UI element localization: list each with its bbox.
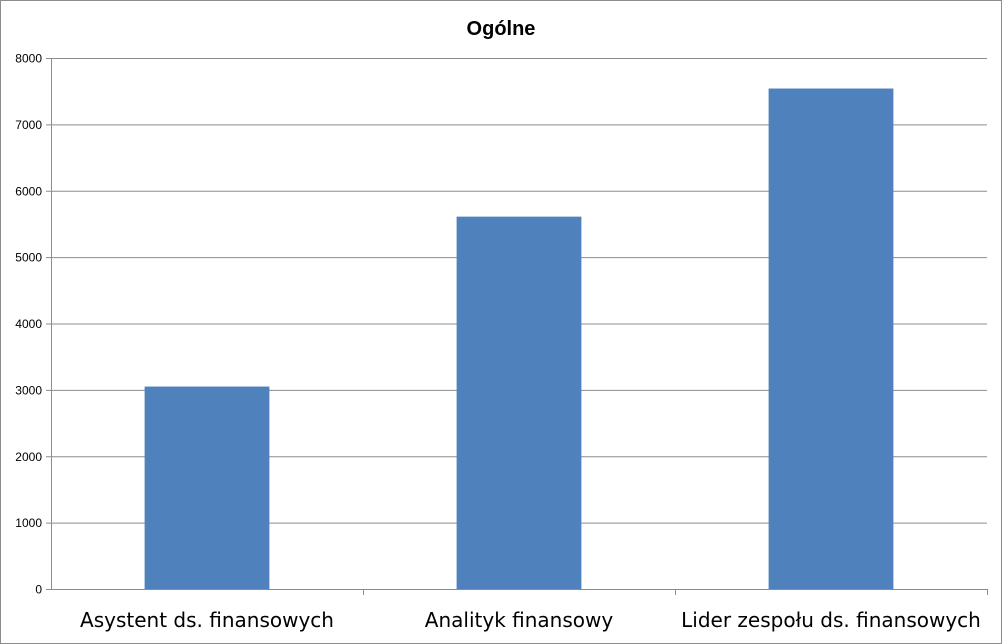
y-tick-label: 5000 — [15, 251, 42, 265]
bar — [768, 88, 894, 589]
y-tick-label: 6000 — [15, 184, 42, 198]
chart-title: Ogólne — [467, 18, 536, 40]
y-tick-label: 2000 — [15, 450, 42, 464]
x-tick-label: Analityk finansowy — [425, 608, 614, 632]
bar — [144, 386, 270, 589]
x-tick-label: Lider zespołu ds. finansowych — [681, 608, 981, 632]
x-tick-labels: Asystent ds. finansowych Analityk finanso… — [80, 608, 981, 632]
y-tick-labels: 0 1000 2000 3000 4000 5000 6000 7000 8000 — [15, 52, 42, 597]
y-tick-label: 1000 — [15, 516, 42, 530]
axes — [46, 58, 988, 595]
y-tick-label: 0 — [35, 583, 42, 597]
y-tick-label: 8000 — [15, 52, 42, 66]
bars — [144, 88, 894, 590]
bar — [456, 216, 582, 590]
y-tick-label: 7000 — [15, 118, 42, 132]
x-tick-label: Asystent ds. finansowych — [80, 608, 334, 632]
y-tick-label: 3000 — [15, 383, 42, 397]
y-tick-label: 4000 — [15, 317, 42, 331]
